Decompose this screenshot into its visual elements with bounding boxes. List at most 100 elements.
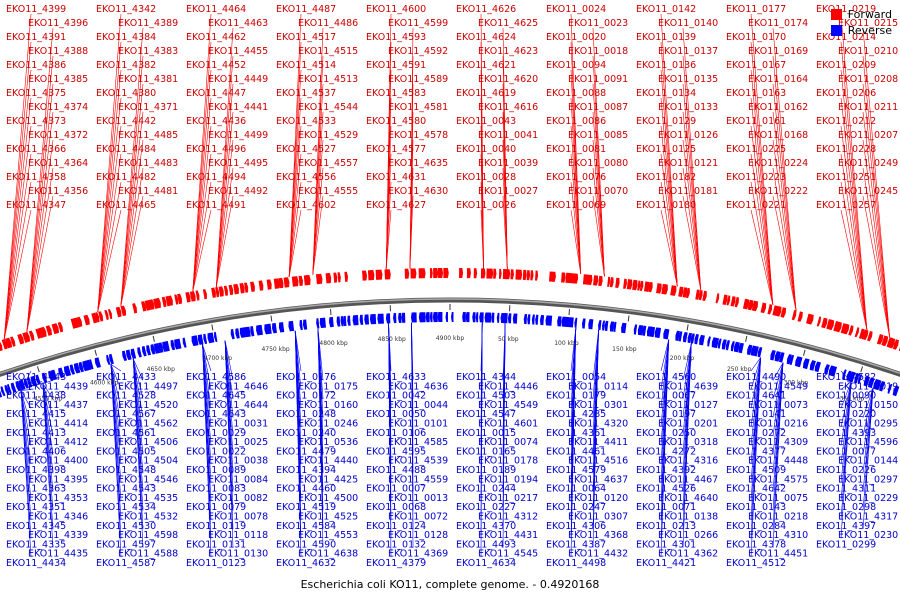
forward-gene-arrow: [493, 269, 496, 279]
forward-gene-label: EKO11_0209: [816, 60, 876, 71]
forward-gene-label: EKO11_0088: [546, 88, 606, 99]
reverse-gene-arrow: [421, 312, 426, 322]
reverse-gene-arrow: [303, 319, 307, 329]
forward-gene-arrow: [767, 304, 772, 314]
scale-tick: [804, 350, 806, 356]
forward-gene-label: EKO11_0177: [726, 4, 786, 15]
forward-gene-label: EKO11_0040: [456, 144, 516, 155]
scale-tick-label: 200 kbp: [670, 355, 695, 362]
forward-gene-label: EKO11_0169: [748, 46, 808, 57]
reverse-gene-label: EKO11_4587: [96, 558, 156, 569]
reverse-swatch: [831, 25, 842, 36]
forward-gene-arrow: [593, 275, 598, 285]
legend-forward: Forward: [831, 6, 892, 22]
scale-tick: [569, 309, 570, 315]
reverse-gene-arrow: [451, 312, 454, 322]
forward-gene-label: EKO11_0223: [726, 172, 786, 183]
forward-gene-label: EKO11_0224: [748, 158, 808, 169]
reverse-gene-arrow: [146, 345, 151, 355]
reverse-gene-arrow: [535, 315, 538, 325]
forward-gene-arrow: [250, 282, 255, 292]
reverse-gene-arrow: [497, 313, 500, 323]
reverse-gene-arrow: [95, 357, 101, 368]
forward-gene-label: EKO11_4496: [186, 144, 246, 155]
forward-gene-arrow: [598, 276, 602, 286]
forward-gene-label: EKO11_4481: [118, 186, 178, 197]
reverse-gene-arrow: [142, 346, 147, 356]
reverse-gene-arrow: [386, 313, 390, 323]
forward-gene-label: EKO11_4447: [186, 88, 246, 99]
forward-gene-arrow: [474, 268, 477, 278]
forward-gene-arrow: [229, 285, 234, 295]
forward-gene-label: EKO11_4391: [6, 32, 66, 43]
reverse-gene-arrow: [398, 313, 401, 323]
forward-gene-label: EKO11_4631: [366, 172, 426, 183]
forward-gene-label: EKO11_4386: [6, 60, 66, 71]
forward-gene-label: EKO11_4499: [208, 130, 268, 141]
forward-gene-leader: [773, 112, 796, 310]
forward-gene-label: EKO11_4364: [28, 158, 88, 169]
scale-tick-label: 150 kbp: [612, 346, 637, 353]
forward-gene-label: EKO11_0091: [568, 74, 628, 85]
reverse-gene-arrow: [183, 338, 187, 348]
reverse-gene-arrow: [364, 314, 369, 324]
forward-gene-label: EKO11_0245: [838, 186, 898, 197]
forward-gene-arrow: [615, 278, 619, 288]
forward-gene-label: EKO11_4581: [388, 102, 448, 113]
forward-gene-arrow: [433, 268, 438, 278]
scale-tick-label: 4900 kbp: [436, 335, 464, 342]
forward-gene-label: EKO11_4455: [208, 46, 268, 57]
forward-gene-label: EKO11_4441: [208, 102, 268, 113]
forward-gene-arrow: [517, 270, 522, 280]
forward-gene-label: EKO11_4382: [96, 60, 156, 71]
forward-gene-label: EKO11_0069: [546, 200, 606, 211]
reverse-gene-label: EKO11_4634: [456, 558, 516, 569]
scale-tick: [628, 316, 629, 322]
forward-gene-label: EKO11_0135: [658, 74, 718, 85]
reverse-gene-arrow: [131, 348, 136, 358]
reverse-gene-arrow: [279, 322, 284, 332]
scale-tick-label: 4700 kbp: [204, 355, 232, 362]
scale-tick: [153, 336, 154, 342]
forward-gene-arrow: [535, 271, 538, 281]
forward-gene-label: EKO11_0174: [748, 18, 808, 29]
forward-gene-arrow: [83, 315, 89, 326]
reverse-gene-arrow: [438, 312, 443, 322]
reverse-gene-arrow: [137, 347, 142, 357]
forward-gene-label: EKO11_0129: [636, 116, 696, 127]
forward-gene-label: EKO11_0070: [568, 186, 628, 197]
forward-gene-label: EKO11_0208: [838, 74, 898, 85]
forward-gene-label: EKO11_4465: [96, 200, 156, 211]
forward-gene-label: EKO11_4396: [28, 18, 88, 29]
reverse-gene-arrow: [299, 320, 302, 330]
scale-tick: [95, 350, 97, 356]
reverse-gene-arrow: [462, 312, 466, 322]
forward-gene-label: EKO11_0018: [568, 46, 628, 57]
reverse-gene-arrow: [694, 334, 698, 344]
reverse-gene-arrow: [527, 314, 530, 324]
scale-tick: [746, 336, 747, 342]
forward-gene-label: EKO11_4492: [208, 186, 268, 197]
forward-gene-arrow: [108, 309, 112, 319]
reverse-gene-arrow: [231, 329, 235, 339]
forward-gene-leader: [121, 196, 143, 306]
legend: Forward Reverse: [831, 6, 892, 38]
reverse-gene-arrow: [329, 317, 334, 327]
forward-gene-label: EKO11_0181: [658, 186, 718, 197]
forward-gene-label: EKO11_4381: [118, 74, 178, 85]
reverse-gene-arrow: [726, 340, 730, 350]
forward-gene-label: EKO11_0162: [748, 102, 808, 113]
forward-gene-label: EKO11_4373: [6, 116, 66, 127]
forward-gene-arrow: [510, 269, 514, 279]
reverse-gene-arrow: [574, 318, 577, 328]
forward-gene-label: EKO11_4544: [298, 102, 358, 113]
forward-gene-label: EKO11_0094: [546, 60, 606, 71]
reverse-gene-arrow: [513, 313, 518, 323]
forward-gene-leader: [4, 98, 31, 339]
reverse-gene-arrow: [337, 316, 341, 326]
forward-gene-label: EKO11_4592: [388, 46, 448, 57]
reverse-gene-label: EKO11_4632: [276, 558, 336, 569]
forward-gene-arrow: [371, 270, 374, 280]
forward-gene-label: EKO11_4388: [28, 46, 88, 57]
